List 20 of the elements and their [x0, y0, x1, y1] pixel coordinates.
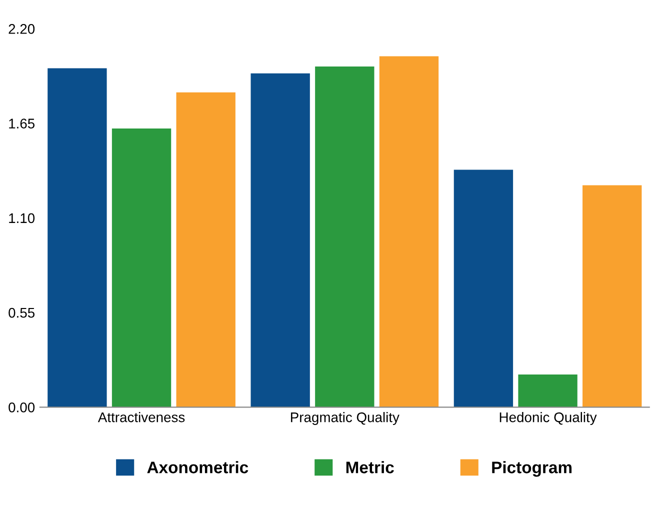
- bar: [454, 170, 514, 408]
- y-tick-label: 2.20: [8, 24, 35, 34]
- y-tick-label: 1.10: [9, 213, 35, 224]
- bar: [518, 374, 578, 408]
- legend-label: Axonometric: [147, 461, 248, 474]
- bar: [379, 56, 439, 408]
- x-tick-label: Pragmatic Quality: [290, 412, 400, 425]
- bar: [315, 66, 374, 408]
- y-tick-label: 0.55: [8, 308, 35, 318]
- y-tick-label: 1.65: [9, 118, 35, 128]
- bar: [582, 185, 642, 408]
- legend-label: Metric: [346, 461, 394, 474]
- bar: [176, 92, 236, 408]
- bar: [48, 68, 107, 408]
- bar: [250, 73, 310, 408]
- x-tick-label: Attractiveness: [98, 412, 185, 422]
- legend-label: Pictogram: [492, 461, 572, 477]
- x-tick-label: Hedonic Quality: [500, 412, 597, 425]
- y-tick-label: 0.00: [8, 402, 35, 412]
- bar: [112, 128, 172, 408]
